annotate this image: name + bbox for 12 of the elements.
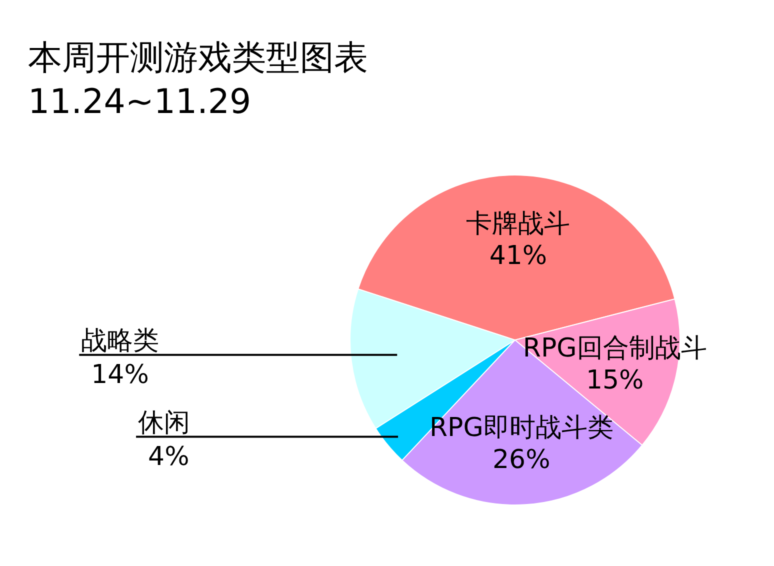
chart-subtitle: 11.24~11.29 [28, 81, 252, 124]
data-label: 41% [489, 240, 548, 271]
slice-label: 战略类 [81, 326, 160, 356]
data-label: 4% [148, 442, 190, 472]
slice-label: RPG即时战斗类 [429, 413, 614, 444]
data-label: 15% [586, 365, 644, 396]
chart-title: 本周开测游戏类型图表 [28, 37, 368, 80]
data-label: 14% [91, 360, 149, 390]
slice-label: RPG回合制战斗 [522, 333, 707, 364]
slice-label: 卡牌战斗 [466, 208, 570, 239]
slice-label: 休闲 [138, 408, 190, 438]
data-label: 26% [492, 445, 550, 476]
